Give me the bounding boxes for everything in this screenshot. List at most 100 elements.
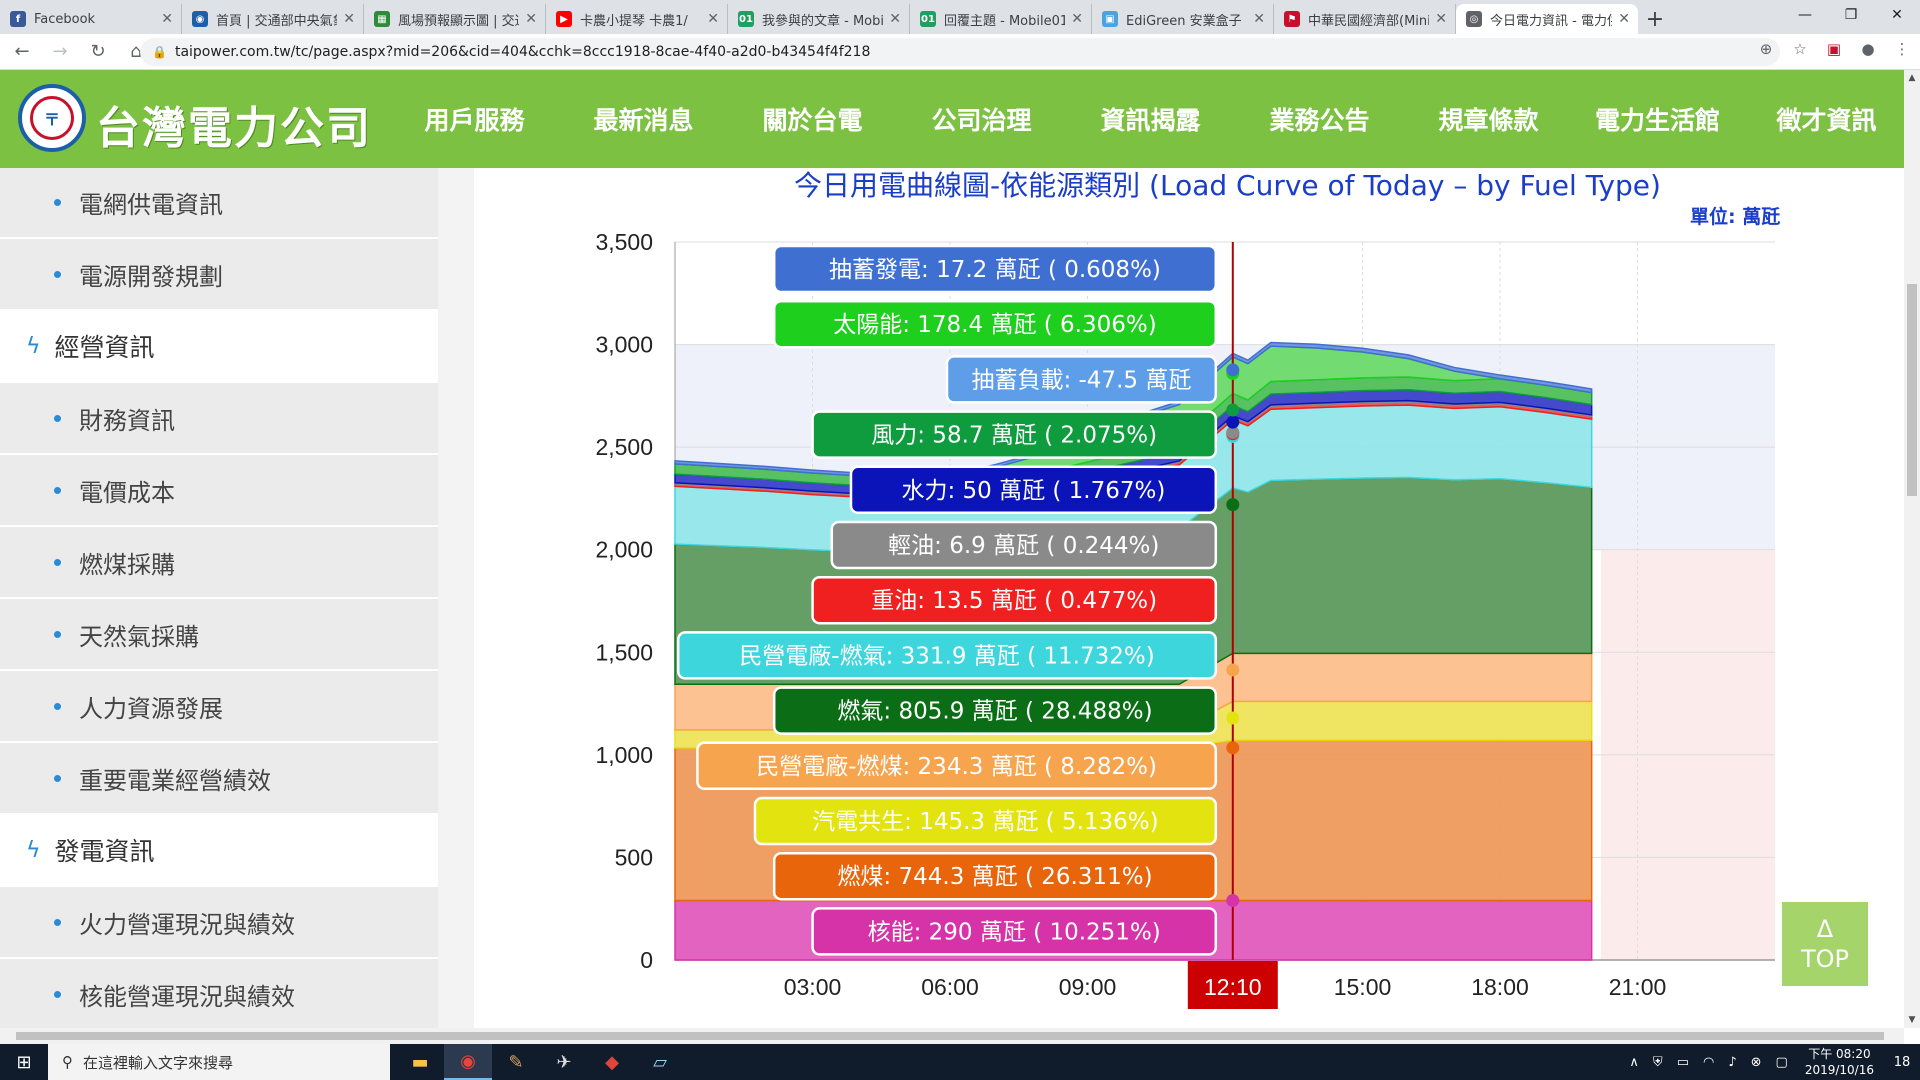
system-clock[interactable]: 下午 08:20 2019/10/16 — [1805, 1046, 1874, 1078]
tray-ime-icon[interactable]: ⊗ — [1750, 1054, 1762, 1070]
tray-volume-icon[interactable]: ♪ — [1728, 1054, 1737, 1070]
windows-start-icon[interactable]: ⊞ — [16, 1051, 32, 1073]
vertical-scroll-thumb[interactable] — [1907, 284, 1917, 496]
tab-close-icon[interactable]: ✕ — [1253, 11, 1265, 27]
browser-tab[interactable]: 01 回覆主題 - Mobile01 ✕ — [910, 4, 1092, 34]
nav-item[interactable]: 規章條款 — [1438, 106, 1539, 135]
app-icon-1[interactable]: ✎ — [508, 1051, 524, 1073]
browser-tab[interactable]: ▶ 卡農小提琴 卡農1/ ✕ — [546, 4, 728, 34]
series-marker[interactable] — [1226, 363, 1240, 377]
taipower-logo-icon[interactable]: 〒 — [18, 84, 86, 152]
extension-icon[interactable]: ▣ — [1826, 40, 1842, 58]
sidebar-category[interactable]: ϟ 發電資訊 — [0, 815, 438, 887]
browser-tab[interactable]: ◎ 今日電力資訊 - 電力供 ✕ — [1456, 4, 1638, 34]
close-window-icon[interactable]: ✕ — [1891, 7, 1903, 23]
sidebar-item[interactable]: 火力營運現況與績效 — [0, 887, 438, 959]
sidebar-item[interactable]: 燃煤採購 — [0, 527, 438, 599]
series-marker[interactable] — [1226, 403, 1240, 417]
tooltip-row[interactable]: 民營電廠-燃氣: 331.9 萬瓩 ( 11.732%) — [676, 631, 1218, 680]
tooltip-row[interactable]: 重油: 13.5 萬瓩 ( 0.477%) — [811, 575, 1218, 625]
sidebar-item[interactable]: 電源開發規劃 — [0, 239, 438, 311]
nav-item[interactable]: 最新消息 — [593, 106, 694, 135]
menu-icon[interactable]: ⋮ — [1894, 40, 1910, 58]
file-explorer-icon[interactable]: ▬ — [411, 1051, 429, 1073]
series-marker[interactable] — [1226, 415, 1240, 429]
site-logo-text[interactable]: 台灣電力公司 — [96, 103, 372, 154]
tooltip-row[interactable]: 水力: 50 萬瓩 ( 1.767%) — [849, 465, 1218, 515]
nav-item[interactable]: 業務公告 — [1269, 106, 1370, 135]
tab-close-icon[interactable]: ✕ — [1435, 11, 1447, 27]
lock-icon[interactable]: 🔒 — [152, 45, 167, 59]
profile-icon[interactable]: ● — [1861, 40, 1875, 58]
address-bar[interactable]: 🔒 taipower.com.tw/tc/page.aspx?mid=206&c… — [140, 38, 1780, 66]
sidebar-item[interactable]: 財務資訊 — [0, 383, 438, 455]
series-marker[interactable] — [1226, 663, 1240, 677]
zoom-icon[interactable]: ⊕ — [1759, 40, 1773, 58]
tray-wifi-icon[interactable]: ◠ — [1702, 1054, 1715, 1070]
browser-tab[interactable]: ▦ 風場預報顯示圖 | 交通部 ✕ — [364, 4, 546, 34]
home-icon[interactable]: ⌂ — [130, 41, 142, 62]
tab-close-icon[interactable]: ✕ — [1071, 11, 1083, 27]
browser-tab[interactable]: ⚑ 中華民國經濟部(Ministry ✕ — [1274, 4, 1456, 34]
sidebar-item[interactable]: 電網供電資訊 — [0, 168, 438, 239]
app-icon-4[interactable]: ▱ — [653, 1051, 667, 1073]
browser-tab[interactable]: ◉ 首頁 | 交通部中央氣象局 ✕ — [182, 4, 364, 34]
tooltip-row[interactable]: 燃煤: 744.3 萬瓩 ( 26.311%) — [772, 851, 1218, 901]
new-tab-button[interactable]: + — [1645, 6, 1665, 32]
series-marker[interactable] — [1226, 741, 1240, 755]
tooltip-row[interactable]: 汽電共生: 145.3 萬瓩 ( 5.136%) — [753, 796, 1218, 846]
nav-item[interactable]: 電力生活館 — [1594, 106, 1720, 135]
sidebar-item[interactable]: 人力資源發展 — [0, 671, 438, 743]
taskbar-search-box[interactable]: ⚲ 在這裡輸入文字來搜尋 — [48, 1044, 390, 1080]
back-icon[interactable]: ← — [14, 41, 30, 62]
tray-battery-icon[interactable]: ▭ — [1676, 1054, 1689, 1070]
tray-keyboard-icon[interactable]: ▢ — [1775, 1054, 1788, 1070]
tooltip-row[interactable]: 抽蓄發電: 17.2 萬瓩 ( 0.608%) — [772, 244, 1218, 294]
tab-close-icon[interactable]: ✕ — [889, 11, 901, 27]
sidebar-item[interactable]: 電價成本 — [0, 455, 438, 527]
chrome-icon[interactable]: ◉ — [444, 1044, 492, 1080]
minimize-icon[interactable]: — — [1798, 7, 1812, 23]
nav-item[interactable]: 公司治理 — [931, 106, 1032, 135]
nav-item[interactable]: 資訊揭露 — [1100, 106, 1201, 135]
series-marker[interactable] — [1226, 894, 1240, 908]
sidebar-item[interactable]: 重要電業經營績效 — [0, 743, 438, 815]
bookmark-star-icon[interactable]: ☆ — [1793, 40, 1807, 58]
nav-item[interactable]: 徵才資訊 — [1776, 106, 1877, 135]
tray-security-icon[interactable]: ⛨ — [1652, 1054, 1663, 1070]
back-to-top-button[interactable]: Δ TOP — [1782, 902, 1868, 986]
series-marker[interactable] — [1226, 711, 1240, 725]
series-marker[interactable] — [1226, 425, 1240, 439]
scroll-up-icon[interactable]: ▲ — [1908, 73, 1916, 83]
load-curve-chart[interactable]: 0 500 1,000 1,500 2,000 2,500 3,000 3,500 03:00 0… — [570, 228, 1800, 1028]
browser-tab[interactable]: ▣ EdiGreen 安業盒子 ✕ — [1092, 4, 1274, 34]
browser-tab[interactable]: f Facebook ✕ — [0, 4, 182, 34]
horizontal-scrollbar[interactable] — [0, 1028, 1904, 1044]
sidebar-category[interactable]: ϟ 經營資訊 — [0, 311, 438, 383]
tab-close-icon[interactable]: ✕ — [1618, 11, 1630, 27]
scroll-down-icon[interactable]: ▼ — [1908, 1015, 1916, 1025]
horizontal-scroll-thumb[interactable] — [16, 1032, 1884, 1040]
tooltip-row[interactable]: 核能: 290 萬瓩 ( 10.251%) — [811, 907, 1218, 956]
reload-icon[interactable]: ↻ — [90, 41, 106, 62]
app-icon-2[interactable]: ✈ — [556, 1051, 572, 1073]
sidebar-item[interactable]: 天然氣採購 — [0, 599, 438, 671]
tab-close-icon[interactable]: ✕ — [343, 11, 355, 27]
tooltip-row[interactable]: 民營電廠-燃煤: 234.3 萬瓩 ( 8.282%) — [696, 741, 1218, 791]
nav-item[interactable]: 用戶服務 — [424, 106, 525, 135]
forward-icon[interactable]: → — [52, 41, 68, 62]
vertical-scrollbar[interactable]: ▲ ▼ — [1904, 70, 1920, 1028]
nav-item[interactable]: 關於台電 — [762, 106, 863, 135]
notification-center-icon[interactable]: 18 — [1884, 1044, 1920, 1080]
tab-close-icon[interactable]: ✕ — [707, 11, 719, 27]
sidebar-item[interactable]: 核能營運現況與績效 — [0, 959, 438, 1028]
tooltip-row[interactable]: 風力: 58.7 萬瓩 ( 2.075%) — [811, 410, 1218, 459]
series-marker[interactable] — [1226, 498, 1240, 512]
app-icon-3[interactable]: ◆ — [605, 1051, 619, 1073]
tab-close-icon[interactable]: ✕ — [525, 11, 537, 27]
tray-expand-icon[interactable]: ∧ — [1629, 1054, 1639, 1070]
tooltip-row[interactable]: 燃氣: 805.9 萬瓩 ( 28.488%) — [772, 686, 1218, 735]
tooltip-row[interactable]: 抽蓄負載: -47.5 萬瓩 — [945, 355, 1218, 404]
restore-icon[interactable]: ❐ — [1844, 7, 1858, 23]
tooltip-row[interactable]: 太陽能: 178.4 萬瓩 ( 6.306%) — [772, 299, 1218, 349]
